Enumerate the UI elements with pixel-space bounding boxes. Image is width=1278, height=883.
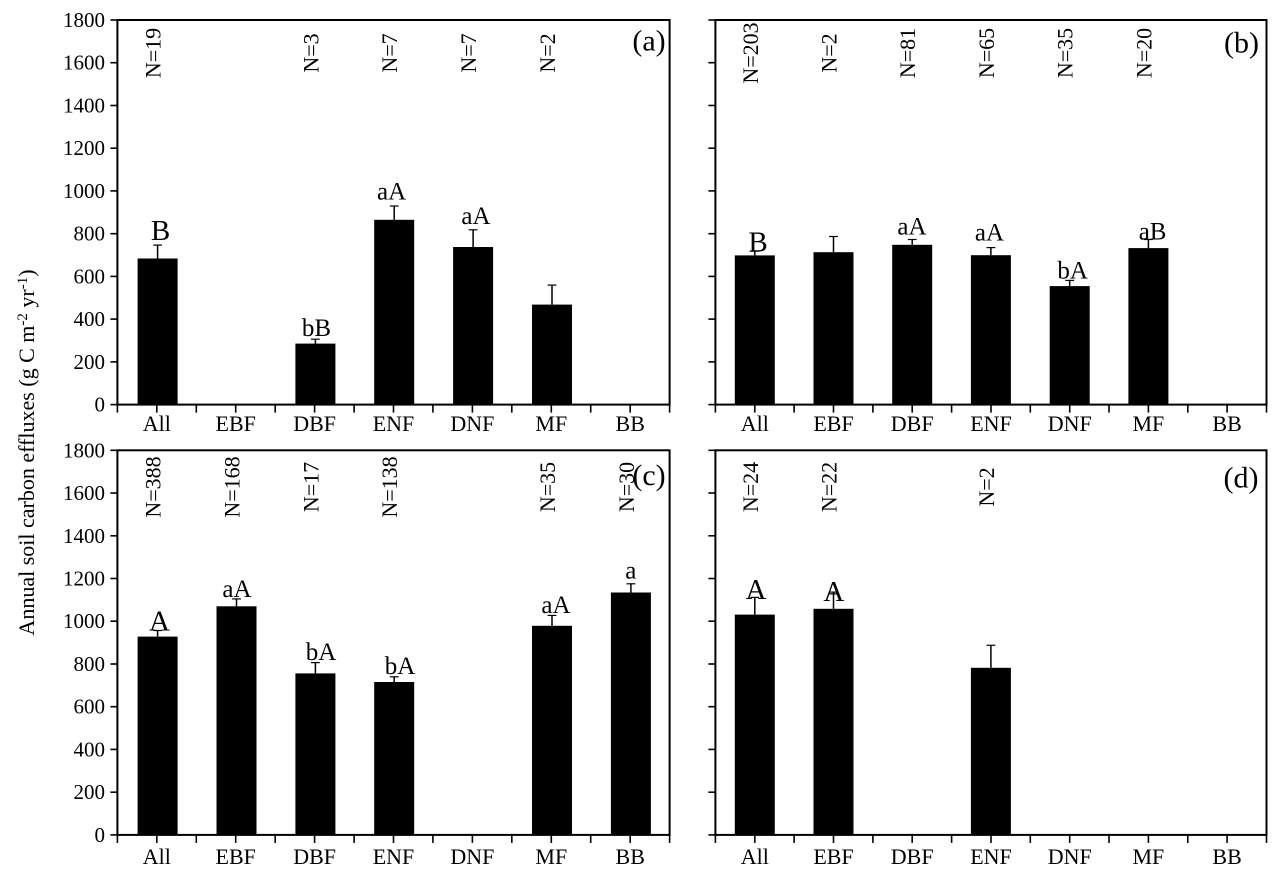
svg-text:EBF: EBF bbox=[813, 844, 853, 869]
svg-text:N=203: N=203 bbox=[738, 22, 763, 83]
svg-text:aA: aA bbox=[541, 592, 570, 619]
svg-text:MF: MF bbox=[535, 411, 567, 436]
svg-text:All: All bbox=[741, 411, 769, 436]
svg-text:All: All bbox=[741, 844, 769, 869]
svg-text:ENF: ENF bbox=[970, 411, 1012, 436]
svg-text:1600: 1600 bbox=[63, 51, 105, 75]
svg-text:EBF: EBF bbox=[216, 844, 256, 869]
svg-text:0: 0 bbox=[95, 823, 106, 847]
svg-text:600: 600 bbox=[74, 695, 106, 719]
svg-text:N=19: N=19 bbox=[141, 28, 166, 78]
svg-text:1400: 1400 bbox=[63, 524, 105, 548]
svg-text:1400: 1400 bbox=[63, 94, 105, 118]
svg-text:200: 200 bbox=[74, 780, 106, 804]
svg-text:N=7: N=7 bbox=[456, 33, 481, 72]
svg-text:N=35: N=35 bbox=[1053, 28, 1078, 78]
svg-text:BB: BB bbox=[1212, 844, 1241, 869]
svg-text:DNF: DNF bbox=[450, 411, 494, 436]
svg-text:1200: 1200 bbox=[63, 567, 105, 591]
svg-text:600: 600 bbox=[74, 264, 106, 288]
svg-text:1600: 1600 bbox=[63, 481, 105, 505]
svg-text:800: 800 bbox=[74, 652, 106, 676]
svg-text:DBF: DBF bbox=[891, 844, 934, 869]
svg-text:N=20: N=20 bbox=[1131, 28, 1156, 78]
svg-text:A: A bbox=[823, 576, 844, 608]
svg-text:B: B bbox=[151, 215, 170, 247]
svg-text:bB: bB bbox=[302, 315, 331, 342]
svg-text:1200: 1200 bbox=[63, 136, 105, 160]
svg-text:aA: aA bbox=[461, 203, 490, 230]
svg-text:N=2: N=2 bbox=[535, 33, 560, 72]
svg-text:400: 400 bbox=[74, 737, 106, 761]
svg-text:N=65: N=65 bbox=[974, 28, 999, 78]
svg-text:N=388: N=388 bbox=[141, 456, 166, 517]
svg-text:Annual soil carbon effluxes (g: Annual soil carbon effluxes (g C m-2 yr-… bbox=[14, 269, 39, 635]
svg-text:BB: BB bbox=[616, 844, 645, 869]
svg-text:DBF: DBF bbox=[891, 411, 934, 436]
svg-text:EBF: EBF bbox=[813, 411, 853, 436]
svg-text:N=7: N=7 bbox=[377, 33, 402, 72]
svg-text:(d): (d) bbox=[1224, 462, 1259, 495]
svg-text:All: All bbox=[143, 411, 171, 436]
svg-text:aA: aA bbox=[222, 576, 251, 603]
svg-text:1800: 1800 bbox=[63, 8, 105, 32]
svg-text:ENF: ENF bbox=[373, 844, 415, 869]
svg-text:1800: 1800 bbox=[63, 438, 105, 462]
svg-text:1000: 1000 bbox=[63, 179, 105, 203]
svg-text:aA: aA bbox=[897, 214, 926, 241]
svg-text:EBF: EBF bbox=[216, 411, 256, 436]
svg-text:DNF: DNF bbox=[450, 844, 494, 869]
svg-text:(c): (c) bbox=[632, 459, 665, 492]
svg-text:N=22: N=22 bbox=[817, 462, 842, 512]
svg-text:DNF: DNF bbox=[1048, 411, 1092, 436]
svg-text:bA: bA bbox=[1057, 258, 1088, 285]
svg-text:(a): (a) bbox=[632, 25, 665, 58]
svg-text:aB: aB bbox=[1139, 219, 1167, 246]
svg-text:a: a bbox=[625, 558, 636, 585]
svg-text:BB: BB bbox=[1212, 411, 1241, 436]
svg-text:N=35: N=35 bbox=[535, 462, 560, 512]
svg-text:B: B bbox=[748, 227, 767, 259]
svg-text:800: 800 bbox=[74, 222, 106, 246]
svg-text:N=2: N=2 bbox=[974, 467, 999, 506]
svg-text:N=3: N=3 bbox=[298, 33, 323, 72]
svg-text:N=30: N=30 bbox=[614, 462, 639, 512]
svg-text:1000: 1000 bbox=[63, 609, 105, 633]
svg-text:MF: MF bbox=[1133, 411, 1165, 436]
svg-text:0: 0 bbox=[95, 393, 106, 417]
svg-text:ENF: ENF bbox=[970, 844, 1012, 869]
svg-text:A: A bbox=[149, 606, 170, 638]
svg-text:DBF: DBF bbox=[293, 844, 336, 869]
svg-text:N=81: N=81 bbox=[895, 28, 920, 78]
svg-text:MF: MF bbox=[1133, 844, 1165, 869]
svg-text:BB: BB bbox=[616, 411, 645, 436]
svg-text:N=168: N=168 bbox=[220, 456, 245, 517]
svg-text:MF: MF bbox=[535, 844, 567, 869]
svg-text:N=24: N=24 bbox=[738, 462, 763, 512]
svg-text:aA: aA bbox=[975, 220, 1004, 247]
svg-text:DBF: DBF bbox=[293, 411, 336, 436]
svg-text:200: 200 bbox=[74, 350, 106, 374]
svg-text:N=2: N=2 bbox=[817, 33, 842, 72]
svg-text:N=138: N=138 bbox=[377, 456, 402, 517]
svg-text:All: All bbox=[143, 844, 171, 869]
svg-text:bA: bA bbox=[385, 653, 416, 680]
svg-text:N=17: N=17 bbox=[298, 462, 323, 512]
svg-text:A: A bbox=[746, 574, 767, 606]
svg-text:400: 400 bbox=[74, 307, 106, 331]
svg-text:aA: aA bbox=[377, 179, 406, 206]
svg-text:DNF: DNF bbox=[1048, 844, 1092, 869]
svg-text:ENF: ENF bbox=[373, 411, 415, 436]
svg-text:(b): (b) bbox=[1224, 26, 1259, 59]
svg-text:bA: bA bbox=[306, 639, 337, 666]
